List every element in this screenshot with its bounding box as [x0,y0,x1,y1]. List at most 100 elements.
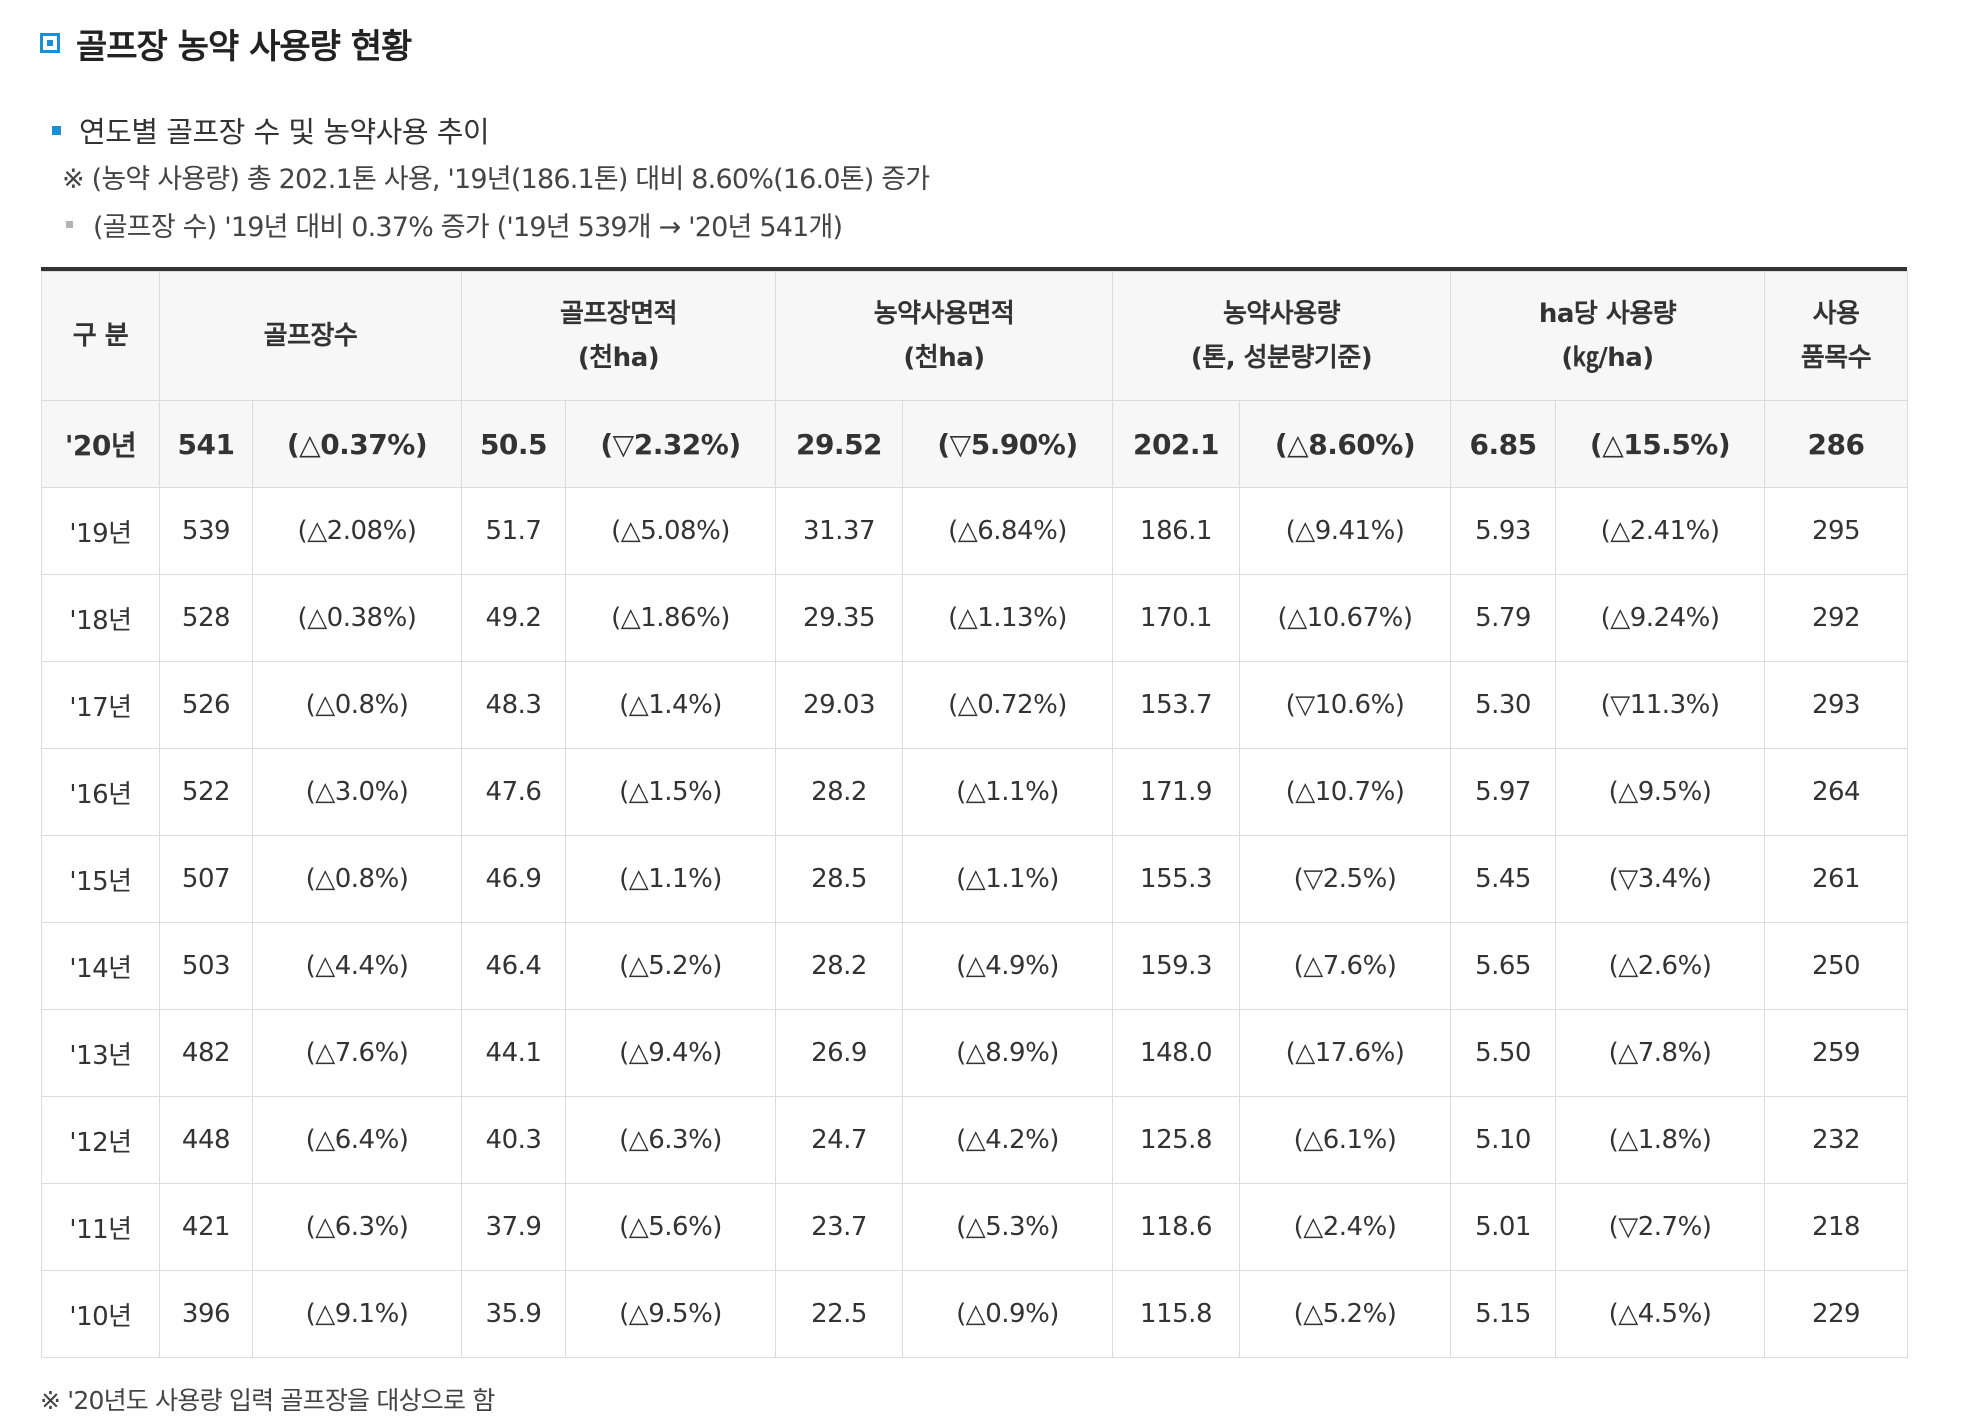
cell-golf-count: 528 [159,574,253,662]
cell-per-ha-change: (△9.24%) [1555,574,1766,662]
page-title: 골프장 농약 사용량 현황 [76,26,412,67]
header-pesticide-area-label: 농약사용면적 [873,299,1015,329]
header-category-label: 구 분 [72,321,129,351]
cell-pesticide-area: 31.37 [775,487,904,575]
cell-pesticide-amount-change: (△2.4%) [1239,1183,1452,1271]
table-row: '18년 528 (△0.38%) 49.2 (△1.86%) 29.35 (△1.13%)… [41,574,1909,662]
cell-pesticide-area-change: (△6.84%) [902,487,1114,575]
cell-year: '15년 [41,835,160,923]
cell-pesticide-area-change: (△1.13%) [902,574,1114,662]
cell-pesticide-amount-change: (▽2.5%) [1239,835,1452,923]
cell-per-ha-change: (△4.5%) [1555,1270,1766,1358]
cell-per-ha-change: (△2.6%) [1555,922,1766,1010]
cell-pesticide-amount-change: (▽10.6%) [1239,661,1452,749]
cell-per-ha: 5.79 [1450,574,1557,662]
cell-pesticide-area: 29.03 [775,661,904,749]
footnote: ※ '20년도 사용량 입력 골프장을 대상으로 함 [40,1386,495,1415]
cell-golf-area: 46.9 [461,835,566,923]
cell-pesticide-amount-change: (△10.67%) [1239,574,1452,662]
cell-item-count: 232 [1764,1096,1909,1184]
header-pesticide-amount: 농약사용량 (톤, 성분량기준) [1112,271,1452,401]
cell-per-ha-change: (△1.8%) [1555,1096,1766,1184]
table-row: '14년 503 (△4.4%) 46.4 (△5.2%) 28.2 (△4.9%) 159.… [41,922,1909,1010]
cell-golf-count-change: (△3.0%) [252,748,462,836]
cell-golf-count-change: (△2.08%) [252,487,462,575]
cell-golf-count: 526 [159,661,253,749]
cell-per-ha: 5.93 [1450,487,1557,575]
cell-year: '14년 [41,922,160,1010]
cell-golf-area: 37.9 [461,1183,566,1271]
cell-pesticide-area: 28.5 [775,835,904,923]
cell-golf-area-change: (△6.3%) [564,1096,777,1184]
cell-item-count: 286 [1764,400,1909,488]
cell-per-ha-change: (▽2.7%) [1555,1183,1766,1271]
header-per-ha-label: ha당 사용량 [1538,299,1677,329]
cell-golf-count: 522 [159,748,253,836]
cell-pesticide-area: 29.35 [775,574,904,662]
table-row: '15년 507 (△0.8%) 46.9 (△1.1%) 28.5 (△1.1%) 155.… [41,835,1909,923]
cell-pesticide-area: 26.9 [775,1009,904,1097]
cell-pesticide-amount-change: (△7.6%) [1239,922,1452,1010]
cell-golf-area: 35.9 [461,1270,566,1358]
cell-per-ha: 5.30 [1450,661,1557,749]
cell-golf-area-change: (△5.6%) [564,1183,777,1271]
header-item-count-label-2: 품목수 [1800,343,1872,373]
cell-year: '11년 [41,1183,160,1271]
header-pesticide-area-unit: (천ha) [903,343,985,373]
cell-year: '19년 [41,487,160,575]
header-category: 구 분 [41,271,160,401]
cell-golf-area-change: (△1.86%) [564,574,777,662]
cell-golf-area: 51.7 [461,487,566,575]
cell-pesticide-area: 29.52 [775,400,904,488]
header-pesticide-amount-label: 농약사용량 [1222,299,1341,329]
cell-pesticide-area-change: (△1.1%) [902,835,1114,923]
cell-pesticide-amount-change: (△9.41%) [1239,487,1452,575]
cell-pesticide-area-change: (△0.72%) [902,661,1114,749]
cell-golf-count: 482 [159,1009,253,1097]
section-heading: 연도별 골프장 수 및 농약사용 추이 [52,110,490,150]
table-row: '10년 396 (△9.1%) 35.9 (△9.5%) 22.5 (△0.9%) 115.… [41,1270,1909,1358]
cell-per-ha-change: (△9.5%) [1555,748,1766,836]
pesticide-usage-table: 구 분 골프장수 골프장면적 (천ha) 농약사용면적 (천ha) 농약사용량 … [41,271,1909,1358]
page-header: 골프장 농약 사용량 현황 [40,18,412,68]
cell-golf-count-change: (△7.6%) [252,1009,462,1097]
cell-golf-count-change: (△0.8%) [252,835,462,923]
header-pesticide-amount-unit: (톤, 성분량기준) [1190,343,1373,373]
cell-golf-count: 541 [159,400,253,488]
cell-pesticide-amount-change: (△5.2%) [1239,1270,1452,1358]
cell-year: '17년 [41,661,160,749]
cell-year: '16년 [41,748,160,836]
cell-golf-count: 503 [159,922,253,1010]
cell-golf-area-change: (△1.4%) [564,661,777,749]
golf-count-note: (골프장 수) '19년 대비 0.37% 증가 ('19년 539개 → '2… [66,204,843,244]
cell-per-ha-change: (▽11.3%) [1555,661,1766,749]
cell-item-count: 250 [1764,922,1909,1010]
table-row: '13년 482 (△7.6%) 44.1 (△9.4%) 26.9 (△8.9%) 148.… [41,1009,1909,1097]
cell-pesticide-area-change: (△1.1%) [902,748,1114,836]
table-body: '20년 541 (△0.37%) 50.5 (▽2.32%) 29.52 (▽5.90%)… [41,400,1909,1358]
header-item-count-label-1: 사용 [1812,299,1860,329]
usage-note: ※ (농약 사용량) 총 202.1톤 사용, '19년(186.1톤) 대비 … [62,164,930,195]
cell-golf-area: 40.3 [461,1096,566,1184]
cell-pesticide-area-change: (△5.3%) [902,1183,1114,1271]
cell-pesticide-area: 24.7 [775,1096,904,1184]
table-row: '19년 539 (△2.08%) 51.7 (△5.08%) 31.37 (△6.84%)… [41,487,1909,575]
cell-pesticide-area-change: (△4.2%) [902,1096,1114,1184]
cell-per-ha: 5.10 [1450,1096,1557,1184]
cell-per-ha-change: (△2.41%) [1555,487,1766,575]
header-pesticide-area: 농약사용면적 (천ha) [775,271,1114,401]
cell-pesticide-amount: 170.1 [1112,574,1241,662]
cell-year: '18년 [41,574,160,662]
header-golf-area-label: 골프장면적 [559,299,678,329]
cell-pesticide-amount: 202.1 [1112,400,1241,488]
cell-pesticide-area: 22.5 [775,1270,904,1358]
cell-pesticide-amount-change: (△10.7%) [1239,748,1452,836]
cell-year: '12년 [41,1096,160,1184]
cell-item-count: 218 [1764,1183,1909,1271]
cell-golf-area: 48.3 [461,661,566,749]
cell-item-count: 293 [1764,661,1909,749]
table-row: '16년 522 (△3.0%) 47.6 (△1.5%) 28.2 (△1.1%) 171.… [41,748,1909,836]
cell-pesticide-area-change: (△4.9%) [902,922,1114,1010]
cell-golf-count: 448 [159,1096,253,1184]
cell-golf-area: 49.2 [461,574,566,662]
